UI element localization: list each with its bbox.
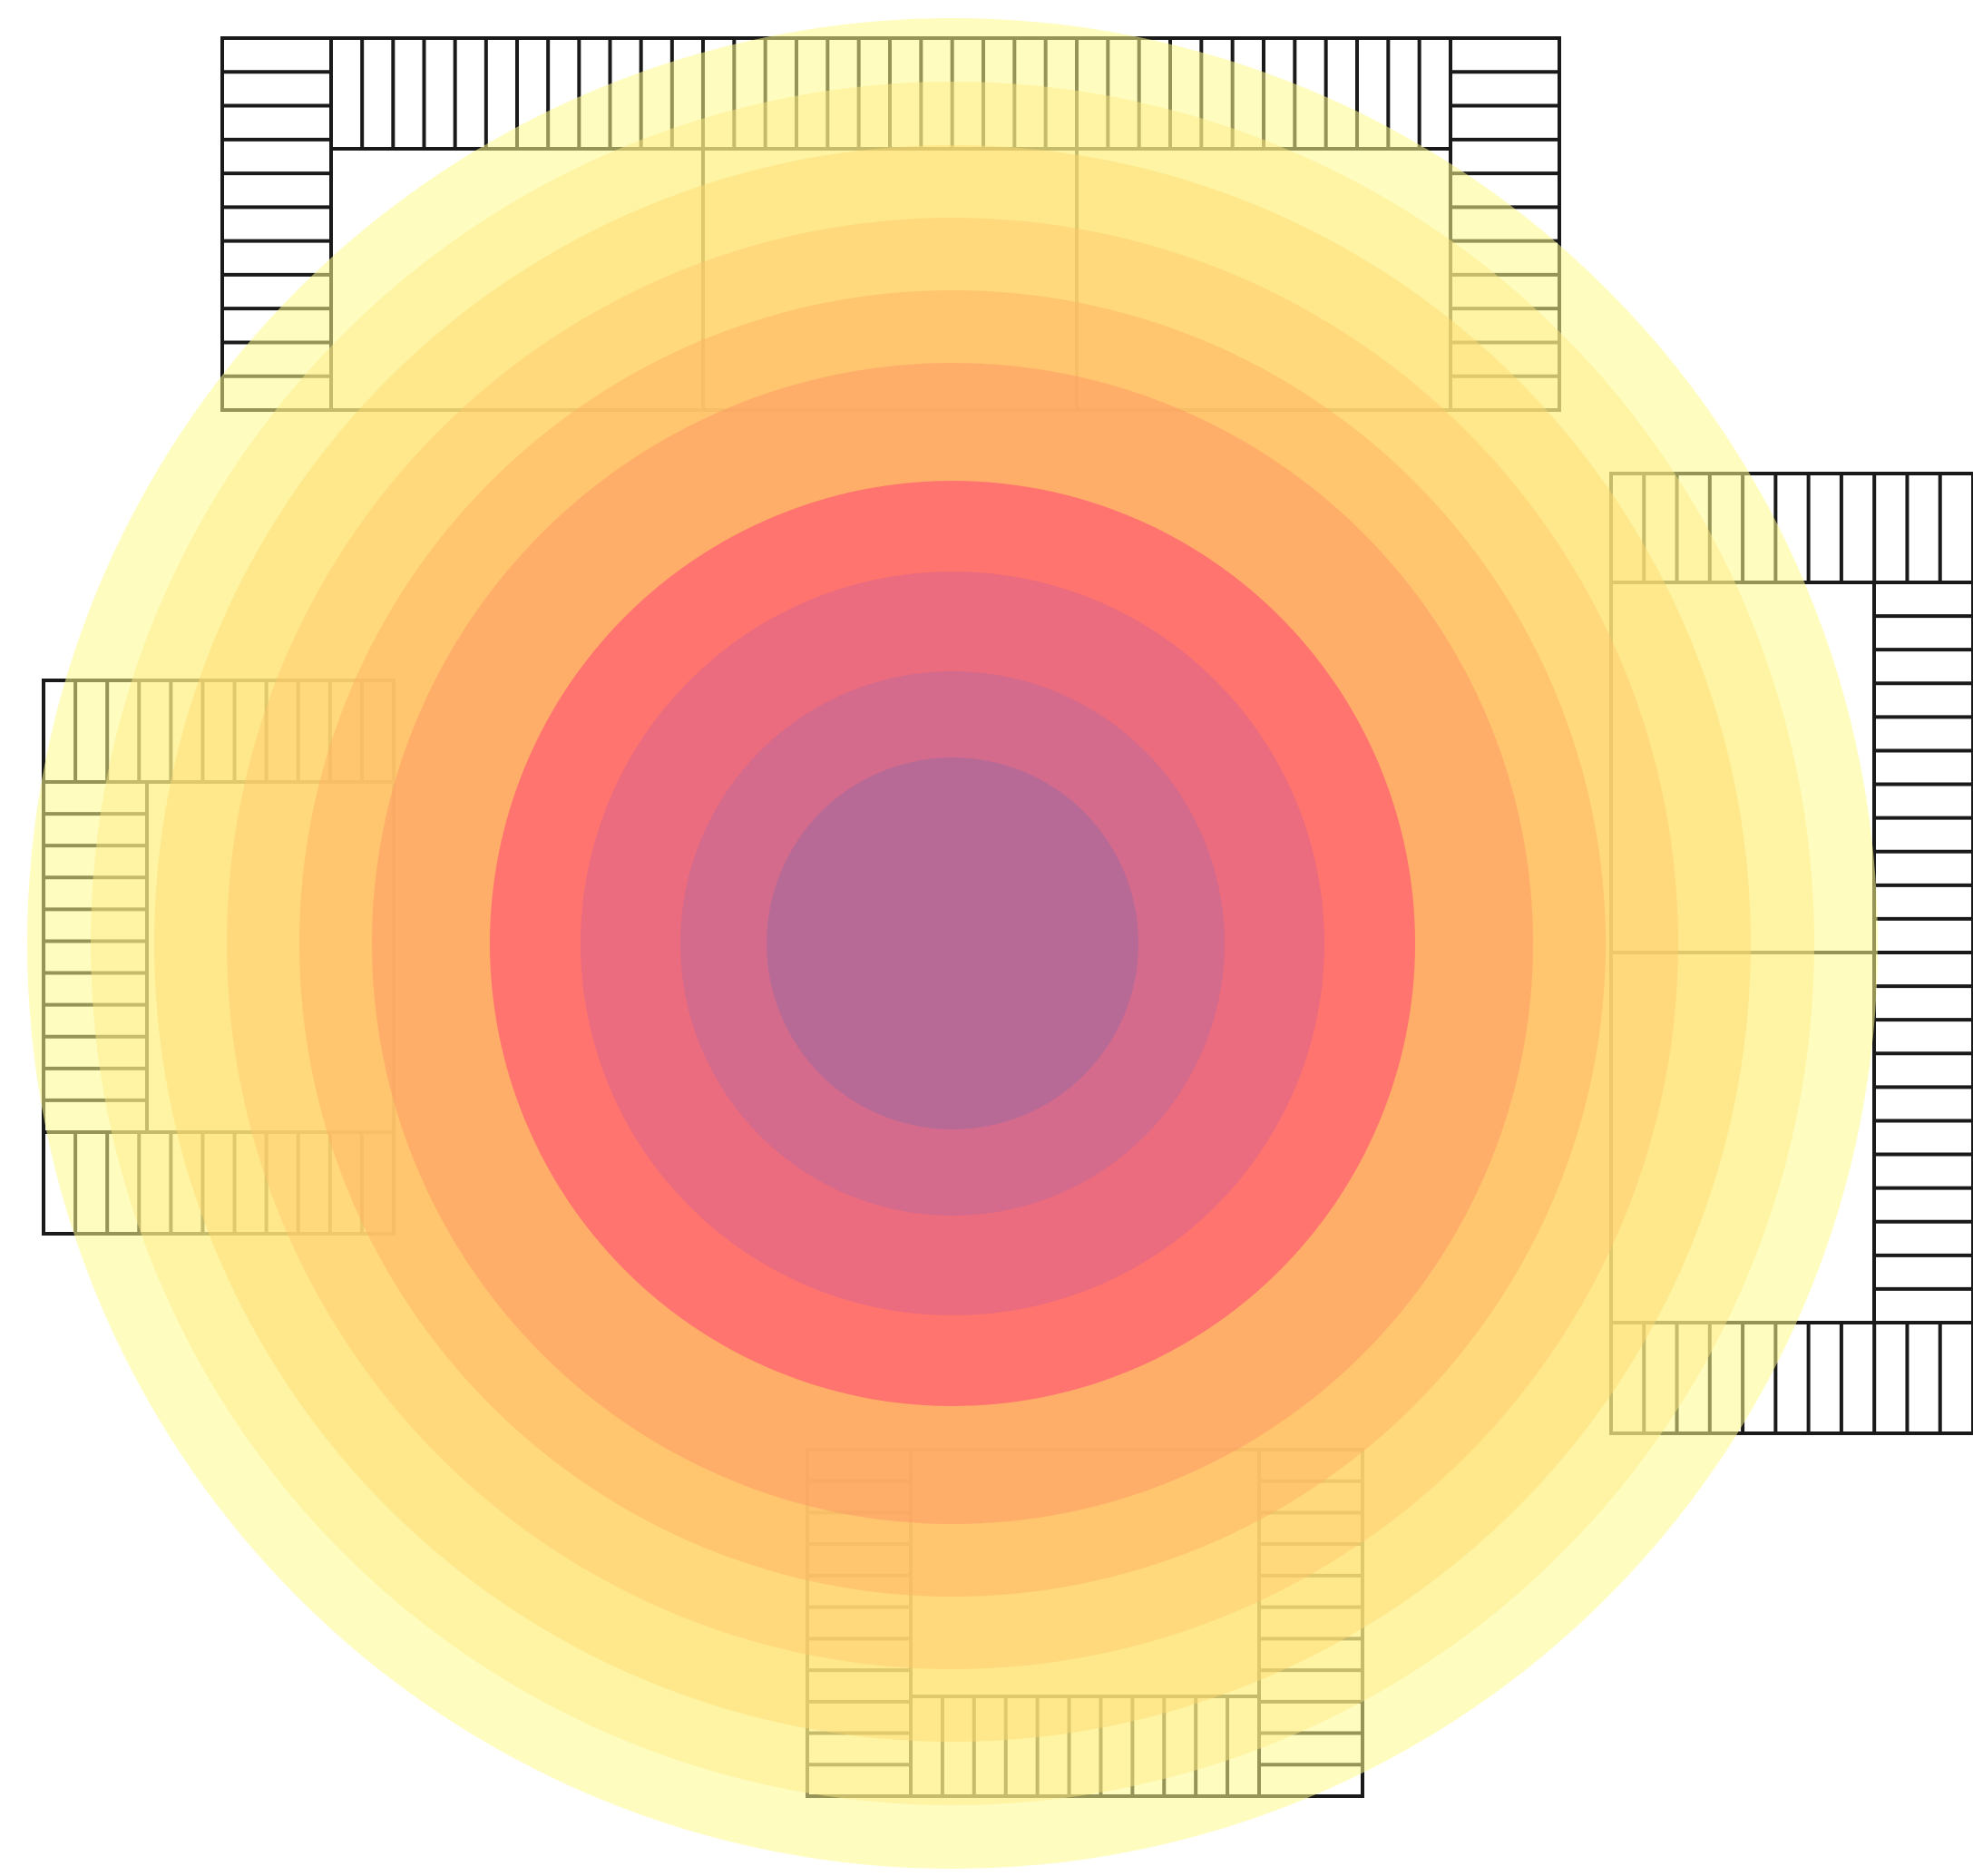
heatmap-overlay xyxy=(27,18,1878,1869)
heat-band-10 xyxy=(767,757,1138,1129)
